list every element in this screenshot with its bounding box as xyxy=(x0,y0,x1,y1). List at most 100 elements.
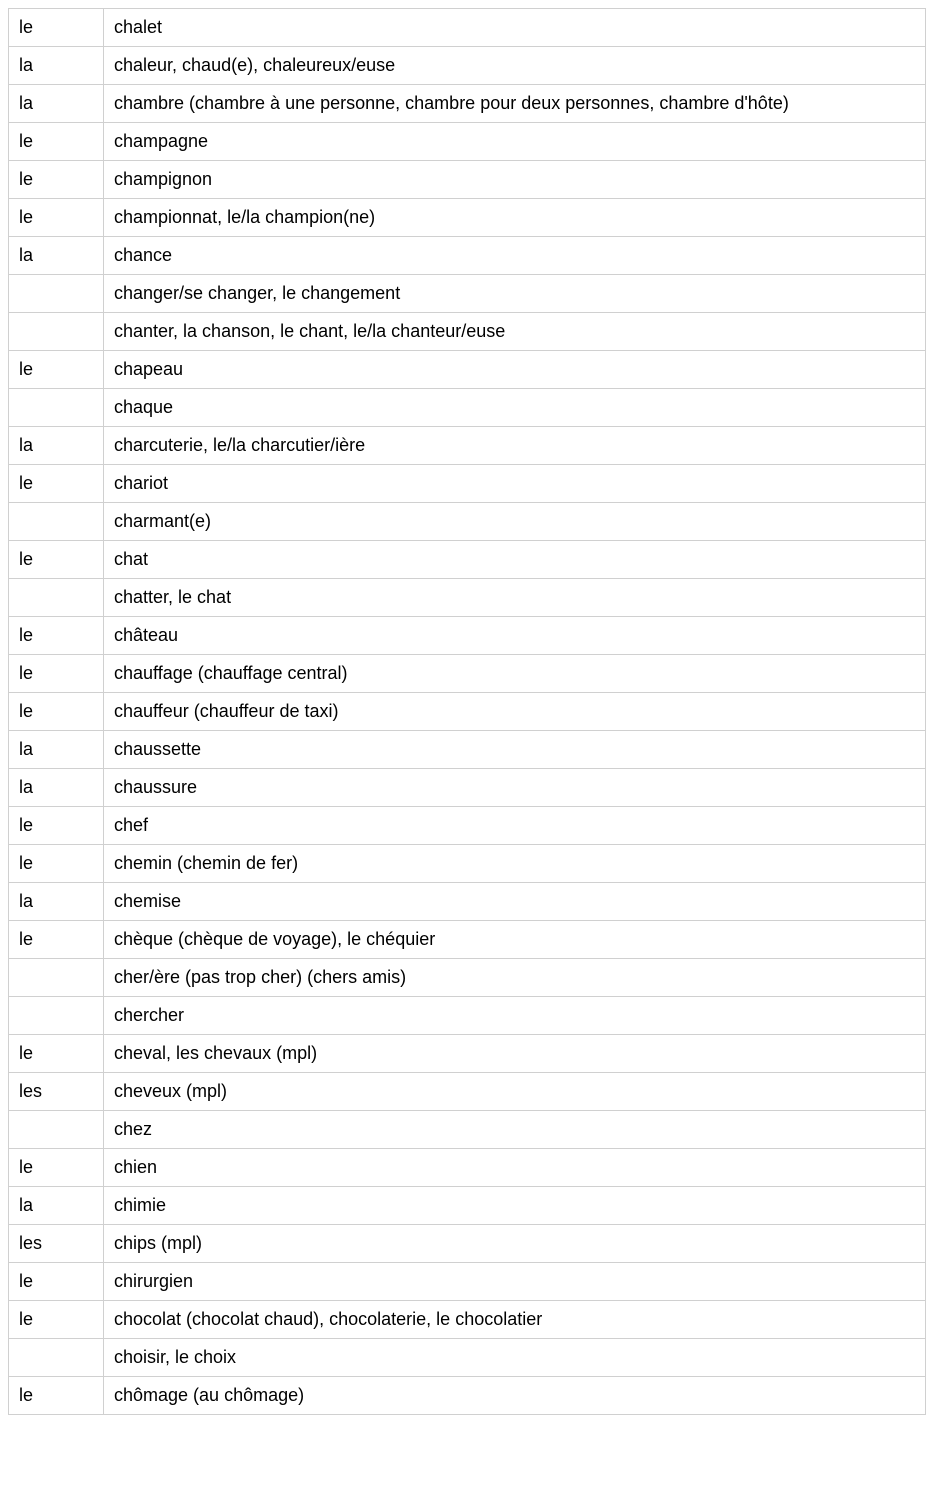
word-cell: chaussure xyxy=(104,769,926,807)
table-row: lechirurgien xyxy=(9,1263,926,1301)
word-cell: cheveux (mpl) xyxy=(104,1073,926,1111)
table-row: lechampignon xyxy=(9,161,926,199)
word-cell: charcuterie, le/la charcutier/ière xyxy=(104,427,926,465)
article-cell: le xyxy=(9,807,104,845)
article-cell: la xyxy=(9,769,104,807)
table-row: lechauffage (chauffage central) xyxy=(9,655,926,693)
word-cell: chariot xyxy=(104,465,926,503)
table-row: lescheveux (mpl) xyxy=(9,1073,926,1111)
table-row: lechâteau xyxy=(9,617,926,655)
table-row: choisir, le choix xyxy=(9,1339,926,1377)
table-row: lechocolat (chocolat chaud), chocolateri… xyxy=(9,1301,926,1339)
table-row: lachimie xyxy=(9,1187,926,1225)
table-row: lachaussure xyxy=(9,769,926,807)
word-cell: choisir, le choix xyxy=(104,1339,926,1377)
word-cell: chaleur, chaud(e), chaleureux/euse xyxy=(104,47,926,85)
article-cell xyxy=(9,275,104,313)
word-cell: chômage (au chômage) xyxy=(104,1377,926,1415)
table-row: chanter, la chanson, le chant, le/la cha… xyxy=(9,313,926,351)
table-row: lechauffeur (chauffeur de taxi) xyxy=(9,693,926,731)
article-cell xyxy=(9,1111,104,1149)
article-cell xyxy=(9,389,104,427)
article-cell: la xyxy=(9,427,104,465)
table-row: lechampionnat, le/la champion(ne) xyxy=(9,199,926,237)
word-cell: chaussette xyxy=(104,731,926,769)
word-cell: chocolat (chocolat chaud), chocolaterie,… xyxy=(104,1301,926,1339)
word-cell: chance xyxy=(104,237,926,275)
word-cell: cher/ère (pas trop cher) (chers amis) xyxy=(104,959,926,997)
table-row: lachambre (chambre à une personne, chamb… xyxy=(9,85,926,123)
table-row: lechef xyxy=(9,807,926,845)
table-row: lechariot xyxy=(9,465,926,503)
article-cell: le xyxy=(9,161,104,199)
article-cell xyxy=(9,1339,104,1377)
table-row: lechat xyxy=(9,541,926,579)
article-cell: le xyxy=(9,1377,104,1415)
table-row: lacharcuterie, le/la charcutier/ière xyxy=(9,427,926,465)
article-cell: le xyxy=(9,123,104,161)
word-cell: chat xyxy=(104,541,926,579)
word-cell: chèque (chèque de voyage), le chéquier xyxy=(104,921,926,959)
table-row: lecheval, les chevaux (mpl) xyxy=(9,1035,926,1073)
article-cell: le xyxy=(9,1035,104,1073)
article-cell: le xyxy=(9,617,104,655)
table-row: charmant(e) xyxy=(9,503,926,541)
table-row: lechien xyxy=(9,1149,926,1187)
article-cell: le xyxy=(9,921,104,959)
table-row: lechalet xyxy=(9,9,926,47)
article-cell: le xyxy=(9,9,104,47)
article-cell: le xyxy=(9,465,104,503)
article-cell: le xyxy=(9,351,104,389)
word-cell: chalet xyxy=(104,9,926,47)
table-row: lechômage (au chômage) xyxy=(9,1377,926,1415)
word-cell: chien xyxy=(104,1149,926,1187)
word-cell: chemise xyxy=(104,883,926,921)
article-cell: la xyxy=(9,731,104,769)
table-row: lechèque (chèque de voyage), le chéquier xyxy=(9,921,926,959)
table-row: lachemise xyxy=(9,883,926,921)
article-cell xyxy=(9,997,104,1035)
article-cell: la xyxy=(9,1187,104,1225)
article-cell xyxy=(9,579,104,617)
word-cell: champagne xyxy=(104,123,926,161)
word-cell: chemin (chemin de fer) xyxy=(104,845,926,883)
word-cell: chapeau xyxy=(104,351,926,389)
article-cell: les xyxy=(9,1225,104,1263)
article-cell: la xyxy=(9,47,104,85)
table-row: chaque xyxy=(9,389,926,427)
article-cell xyxy=(9,959,104,997)
word-cell: champignon xyxy=(104,161,926,199)
word-cell: chercher xyxy=(104,997,926,1035)
article-cell: le xyxy=(9,1301,104,1339)
table-row: leschips (mpl) xyxy=(9,1225,926,1263)
article-cell xyxy=(9,313,104,351)
word-cell: chatter, le chat xyxy=(104,579,926,617)
article-cell: le xyxy=(9,693,104,731)
table-row: chatter, le chat xyxy=(9,579,926,617)
article-cell: le xyxy=(9,655,104,693)
table-row: chez xyxy=(9,1111,926,1149)
word-cell: charmant(e) xyxy=(104,503,926,541)
table-row: changer/se changer, le changement xyxy=(9,275,926,313)
table-row: lachance xyxy=(9,237,926,275)
word-cell: château xyxy=(104,617,926,655)
article-cell: le xyxy=(9,199,104,237)
table-row: lechampagne xyxy=(9,123,926,161)
article-cell: le xyxy=(9,1149,104,1187)
word-cell: cheval, les chevaux (mpl) xyxy=(104,1035,926,1073)
word-cell: chimie xyxy=(104,1187,926,1225)
article-cell: le xyxy=(9,1263,104,1301)
article-cell: la xyxy=(9,85,104,123)
word-cell: chauffeur (chauffeur de taxi) xyxy=(104,693,926,731)
article-cell: le xyxy=(9,845,104,883)
word-cell: chef xyxy=(104,807,926,845)
vocabulary-table: lechaletlachaleur, chaud(e), chaleureux/… xyxy=(8,8,926,1415)
word-cell: chaque xyxy=(104,389,926,427)
word-cell: changer/se changer, le changement xyxy=(104,275,926,313)
word-cell: chips (mpl) xyxy=(104,1225,926,1263)
table-row: chercher xyxy=(9,997,926,1035)
word-cell: championnat, le/la champion(ne) xyxy=(104,199,926,237)
table-row: lachaussette xyxy=(9,731,926,769)
word-cell: chauffage (chauffage central) xyxy=(104,655,926,693)
table-row: cher/ère (pas trop cher) (chers amis) xyxy=(9,959,926,997)
